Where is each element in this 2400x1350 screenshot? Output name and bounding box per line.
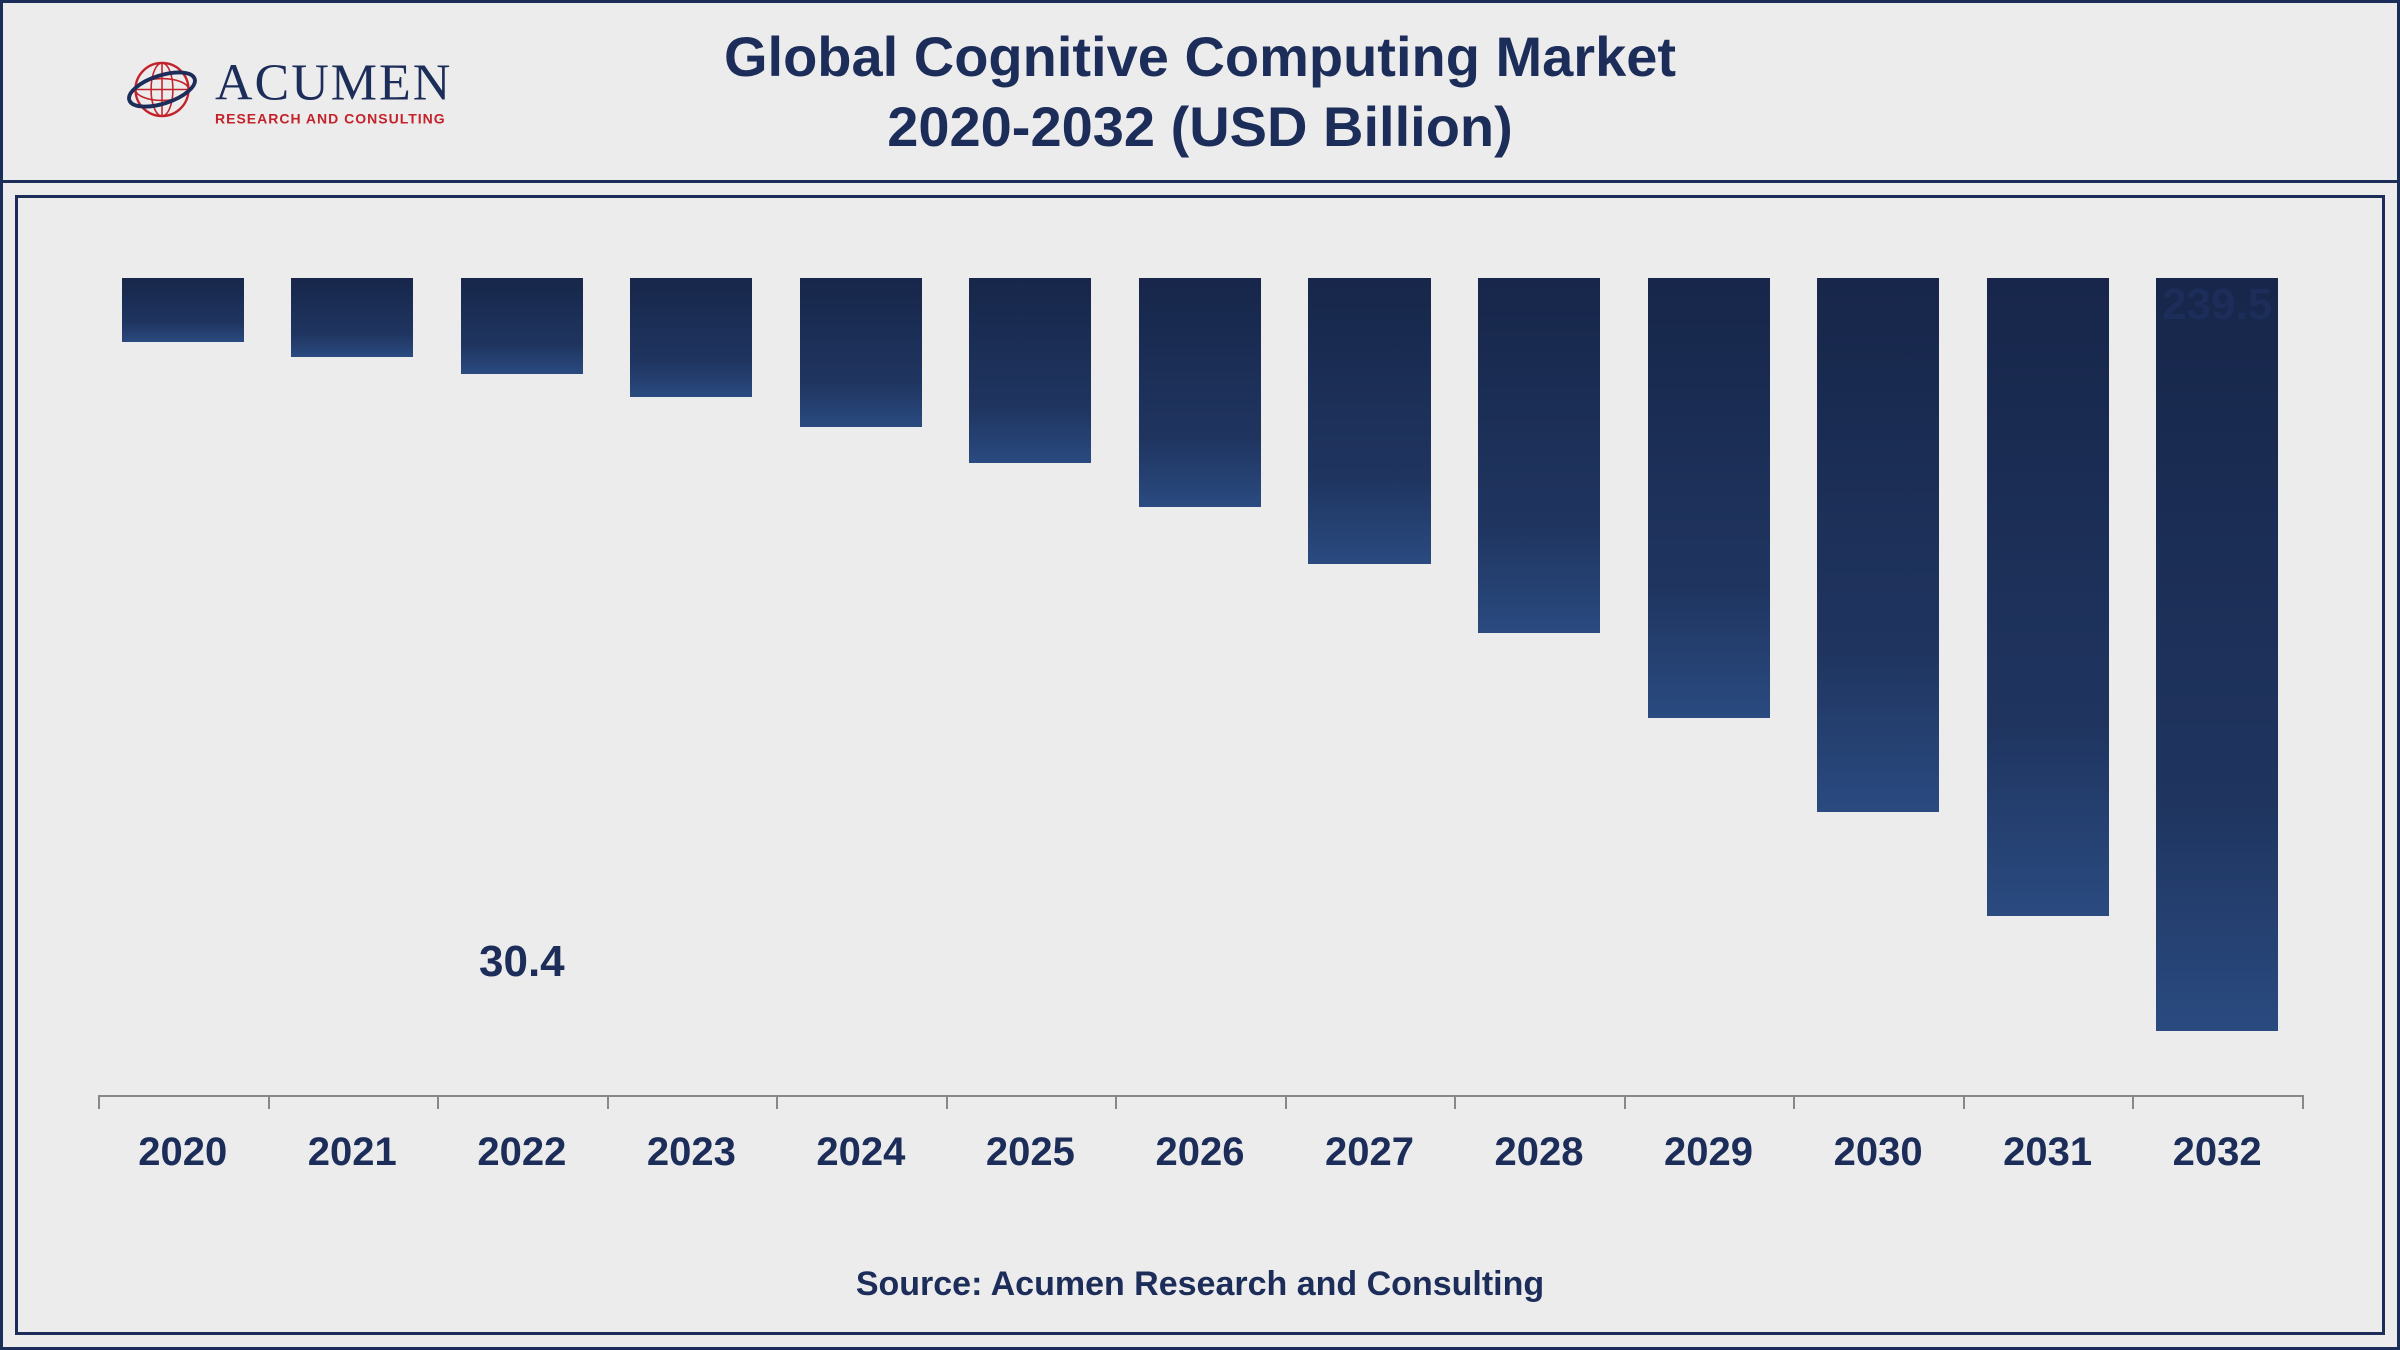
x-axis-label: 2027 [1285, 1130, 1455, 1175]
bar [122, 278, 244, 342]
x-axis-label: 2021 [268, 1130, 438, 1175]
x-axis-tick [1115, 1095, 1117, 1109]
bar-slot [1793, 278, 1963, 1095]
x-axis-label: 2031 [1963, 1130, 2133, 1175]
bar-slot [1285, 278, 1455, 1095]
bar-slot [776, 278, 946, 1095]
x-axis-label: 2022 [437, 1130, 607, 1175]
bar [1817, 278, 1939, 812]
bar-slot: 239.5 [2132, 278, 2302, 1095]
bar-slot [1115, 278, 1285, 1095]
logo-text: ACUMEN RESEARCH AND CONSULTING [215, 58, 452, 126]
x-axis-tick [268, 1095, 270, 1109]
x-axis-tick [2132, 1095, 2134, 1109]
brand-logo: ACUMEN RESEARCH AND CONSULTING [123, 50, 452, 133]
x-axis-tick [2302, 1095, 2304, 1109]
x-axis-tick [1454, 1095, 1456, 1109]
chart-frame: ACUMEN RESEARCH AND CONSULTING Global Co… [0, 0, 2400, 1350]
chart-body: 30.4239.5 202020212022202320242025202620… [15, 195, 2385, 1335]
bar-slot [1624, 278, 1794, 1095]
bar [800, 278, 922, 427]
bar [291, 278, 413, 357]
bar [1478, 278, 1600, 633]
bar [2156, 278, 2278, 1031]
x-axis [98, 1095, 2302, 1097]
x-axis-tick [98, 1095, 100, 1109]
bar [1648, 278, 1770, 718]
logo-subtitle: RESEARCH AND CONSULTING [215, 112, 452, 126]
bars-container: 30.4 239.5 [98, 278, 2302, 1095]
bar [630, 278, 752, 397]
x-axis-tick [607, 1095, 609, 1109]
x-axis-label: 2025 [946, 1130, 1116, 1175]
bar-slot [268, 278, 438, 1095]
bar-slot [607, 278, 777, 1095]
x-axis-label: 2032 [2132, 1130, 2302, 1175]
bar [969, 278, 1091, 463]
x-axis-tick [1963, 1095, 1965, 1109]
x-axis-label: 2030 [1793, 1130, 1963, 1175]
x-axis-tick [946, 1095, 948, 1109]
globe-icon [123, 50, 201, 133]
bar-slot [98, 278, 268, 1095]
plot-area: 30.4239.5 202020212022202320242025202620… [18, 198, 2382, 1265]
x-axis-label: 2029 [1624, 1130, 1794, 1175]
x-axis-tick [1624, 1095, 1626, 1109]
source-caption: Source: Acumen Research and Consulting [18, 1265, 2382, 1332]
x-axis-label: 2026 [1115, 1130, 1285, 1175]
x-axis-tick [1285, 1095, 1287, 1109]
x-axis-label: 2023 [607, 1130, 777, 1175]
x-axis-tick [437, 1095, 439, 1109]
x-axis-tick [1793, 1095, 1795, 1109]
bar [1139, 278, 1261, 507]
header: ACUMEN RESEARCH AND CONSULTING Global Co… [3, 3, 2397, 183]
bar-slot [946, 278, 1116, 1095]
bar-slot [1963, 278, 2133, 1095]
bar-slot [1454, 278, 1624, 1095]
x-axis-tick [776, 1095, 778, 1109]
bar [1308, 278, 1430, 564]
bar-slot: 30.4 [437, 278, 607, 1095]
x-axis-label: 2024 [776, 1130, 946, 1175]
x-axis-label: 2028 [1454, 1130, 1624, 1175]
bar [1987, 278, 2109, 916]
bar [461, 278, 583, 374]
bar-value-label: 239.5 [2132, 280, 2302, 330]
x-axis-label: 2020 [98, 1130, 268, 1175]
x-axis-labels: 2020202120222023202420252026202720282029… [98, 1130, 2302, 1175]
bar-value-label: 30.4 [437, 937, 607, 987]
logo-name: ACUMEN [215, 58, 452, 110]
